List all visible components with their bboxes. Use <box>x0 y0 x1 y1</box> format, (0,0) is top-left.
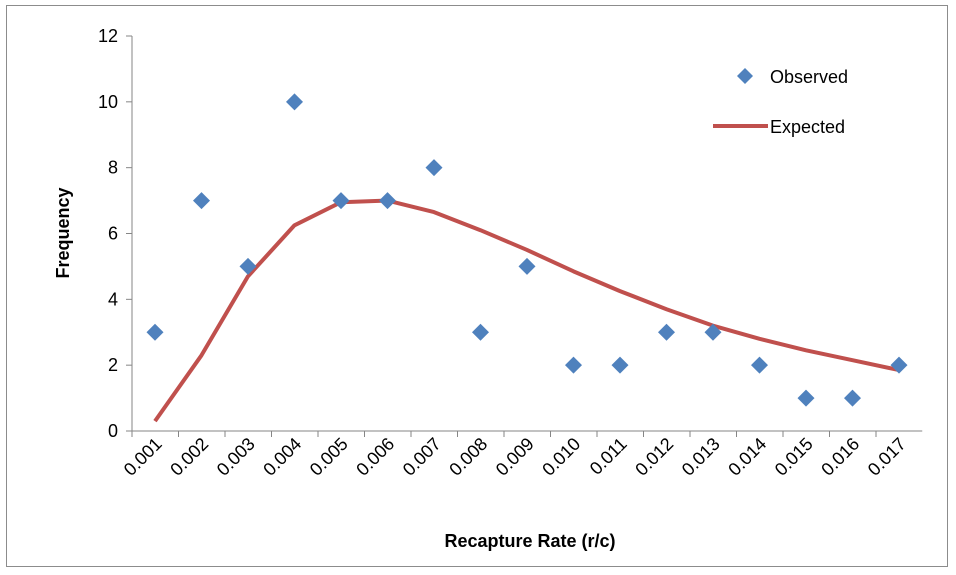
x-tick-label: 0.002 <box>166 434 212 480</box>
x-axis-title: Recapture Rate (r/c) <box>444 531 615 551</box>
observed-point <box>565 356 582 374</box>
legend: Observed Expected <box>713 67 848 137</box>
observed-point <box>286 93 303 111</box>
x-tick-label: 0.005 <box>306 434 352 480</box>
legend-observed-label: Observed <box>770 67 848 87</box>
observed-point <box>332 192 350 210</box>
observed-point <box>425 159 443 177</box>
x-tick-label: 0.012 <box>631 434 677 480</box>
chart-frame <box>6 5 948 567</box>
legend-expected-label: Expected <box>770 117 845 137</box>
x-tick-label: 0.003 <box>213 434 259 480</box>
observed-point <box>611 356 629 374</box>
observed-point <box>518 257 536 275</box>
x-tick-label: 0.001 <box>120 434 166 480</box>
x-tick-label: 0.006 <box>352 434 398 480</box>
x-tick-label: 0.017 <box>864 434 910 480</box>
y-tick-label: 2 <box>108 355 118 375</box>
x-tick-label: 0.004 <box>259 434 305 480</box>
observed-point <box>797 389 815 407</box>
observed-point <box>890 356 908 374</box>
observed-point <box>193 192 210 210</box>
x-tick-label: 0.010 <box>538 434 584 480</box>
x-tick-label: 0.008 <box>445 434 491 480</box>
observed-point <box>379 192 396 210</box>
observed-point <box>472 323 489 341</box>
legend-observed-swatch <box>737 68 753 84</box>
y-tick-label: 4 <box>108 289 118 309</box>
x-tick-label: 0.013 <box>678 434 724 480</box>
y-tick-label: 10 <box>98 92 118 112</box>
observed-point <box>704 323 722 341</box>
observed-point <box>146 323 164 341</box>
marks <box>146 93 908 423</box>
y-tick-label: 6 <box>108 224 118 244</box>
x-tick-label: 0.014 <box>724 434 770 480</box>
observed-point <box>658 323 675 341</box>
x-tick-label: 0.011 <box>586 434 631 479</box>
x-tick-label: 0.015 <box>771 434 817 480</box>
observed-point <box>751 356 768 374</box>
y-tick-label: 0 <box>108 421 118 441</box>
expected-line <box>153 198 900 423</box>
x-tick-label: 0.016 <box>817 434 863 480</box>
x-tick-label: 0.007 <box>399 434 445 480</box>
y-axis-title: Frequency <box>53 187 73 278</box>
y-tick-label: 12 <box>98 26 118 46</box>
observed-point <box>239 257 257 275</box>
x-tick-label: 0.009 <box>492 434 538 480</box>
y-tick-label: 8 <box>108 158 118 178</box>
observed-point <box>844 389 861 407</box>
